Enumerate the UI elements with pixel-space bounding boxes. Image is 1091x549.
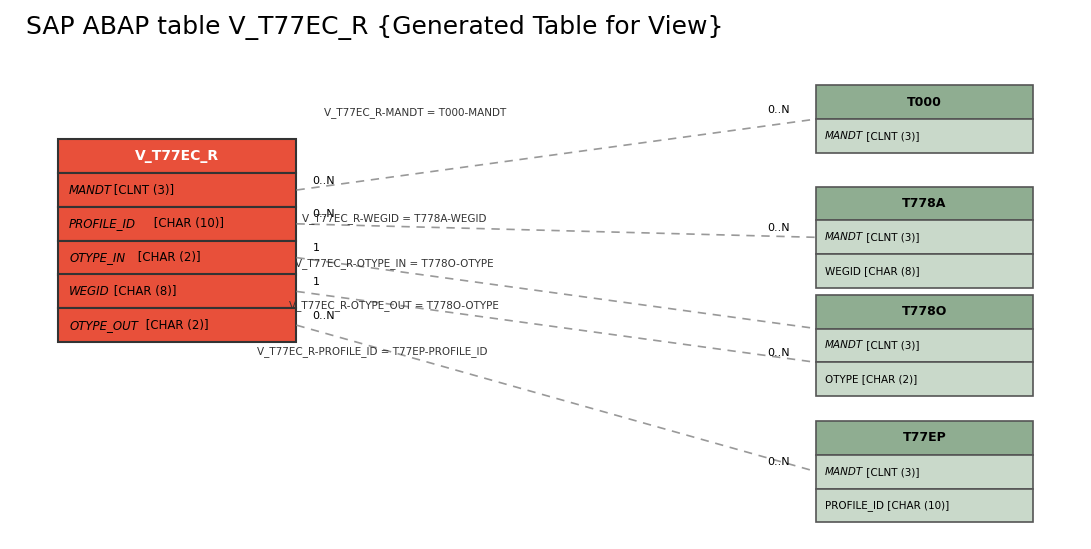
Text: [CLNT (3)]: [CLNT (3)] bbox=[110, 183, 173, 197]
FancyBboxPatch shape bbox=[58, 240, 297, 274]
Text: SAP ABAP table V_T77EC_R {Generated Table for View}: SAP ABAP table V_T77EC_R {Generated Tabl… bbox=[26, 15, 723, 40]
Text: MANDT: MANDT bbox=[69, 183, 112, 197]
Text: 0..N: 0..N bbox=[767, 348, 790, 358]
Text: T778O: T778O bbox=[902, 305, 947, 318]
FancyBboxPatch shape bbox=[58, 207, 297, 240]
FancyBboxPatch shape bbox=[816, 455, 1033, 489]
Text: MANDT: MANDT bbox=[825, 232, 863, 242]
Text: T77EP: T77EP bbox=[902, 432, 946, 444]
Text: V_T77EC_R: V_T77EC_R bbox=[135, 149, 219, 163]
FancyBboxPatch shape bbox=[816, 187, 1033, 221]
Text: 0..N: 0..N bbox=[767, 223, 790, 233]
Text: 0..N: 0..N bbox=[313, 209, 335, 219]
FancyBboxPatch shape bbox=[816, 221, 1033, 254]
Text: V_T77EC_R-OTYPE_IN = T778O-OTYPE: V_T77EC_R-OTYPE_IN = T778O-OTYPE bbox=[295, 258, 493, 268]
FancyBboxPatch shape bbox=[58, 173, 297, 207]
Text: OTYPE_IN: OTYPE_IN bbox=[69, 251, 125, 264]
Text: OTYPE_OUT: OTYPE_OUT bbox=[69, 318, 137, 332]
FancyBboxPatch shape bbox=[58, 274, 297, 309]
Text: [CHAR (2)]: [CHAR (2)] bbox=[134, 251, 201, 264]
Text: V_T77EC_R-PROFILE_ID = T77EP-PROFILE_ID: V_T77EC_R-PROFILE_ID = T77EP-PROFILE_ID bbox=[257, 346, 488, 356]
FancyBboxPatch shape bbox=[58, 139, 297, 173]
Text: [CLNT (3)]: [CLNT (3)] bbox=[863, 232, 920, 242]
Text: V_T77EC_R-OTYPE_OUT = T778O-OTYPE: V_T77EC_R-OTYPE_OUT = T778O-OTYPE bbox=[289, 301, 499, 311]
Text: T778A: T778A bbox=[902, 197, 947, 210]
FancyBboxPatch shape bbox=[816, 421, 1033, 455]
FancyBboxPatch shape bbox=[816, 254, 1033, 288]
Text: T000: T000 bbox=[907, 96, 942, 109]
Text: 1: 1 bbox=[313, 277, 320, 287]
Text: [CLNT (3)]: [CLNT (3)] bbox=[863, 131, 920, 141]
FancyBboxPatch shape bbox=[816, 119, 1033, 153]
Text: 0..N: 0..N bbox=[767, 104, 790, 115]
Text: 0..N: 0..N bbox=[313, 311, 335, 321]
Text: PROFILE_ID: PROFILE_ID bbox=[69, 217, 136, 231]
Text: MANDT: MANDT bbox=[825, 340, 863, 350]
Text: WEGID [CHAR (8)]: WEGID [CHAR (8)] bbox=[825, 266, 920, 276]
FancyBboxPatch shape bbox=[58, 309, 297, 342]
Text: V_T77EC_R-MANDT = T000-MANDT: V_T77EC_R-MANDT = T000-MANDT bbox=[324, 107, 506, 117]
Text: [CLNT (3)]: [CLNT (3)] bbox=[863, 467, 920, 477]
FancyBboxPatch shape bbox=[816, 328, 1033, 362]
Text: [CHAR (10)]: [CHAR (10)] bbox=[151, 217, 225, 231]
Text: MANDT: MANDT bbox=[825, 131, 863, 141]
Text: 1: 1 bbox=[313, 243, 320, 253]
Text: V_T77EC_R-WEGID = T778A-WEGID: V_T77EC_R-WEGID = T778A-WEGID bbox=[302, 212, 487, 223]
FancyBboxPatch shape bbox=[816, 489, 1033, 522]
Text: MANDT: MANDT bbox=[825, 467, 863, 477]
Text: WEGID: WEGID bbox=[69, 285, 110, 298]
Text: PROFILE_ID [CHAR (10)]: PROFILE_ID [CHAR (10)] bbox=[825, 500, 949, 511]
FancyBboxPatch shape bbox=[816, 362, 1033, 396]
Text: [CHAR (8)]: [CHAR (8)] bbox=[110, 285, 177, 298]
FancyBboxPatch shape bbox=[816, 85, 1033, 119]
Text: 0..N: 0..N bbox=[313, 176, 335, 186]
Text: [CLNT (3)]: [CLNT (3)] bbox=[863, 340, 920, 350]
Text: [CHAR (2)]: [CHAR (2)] bbox=[142, 318, 208, 332]
Text: OTYPE [CHAR (2)]: OTYPE [CHAR (2)] bbox=[825, 374, 918, 384]
Text: 0..N: 0..N bbox=[767, 457, 790, 467]
FancyBboxPatch shape bbox=[816, 295, 1033, 328]
